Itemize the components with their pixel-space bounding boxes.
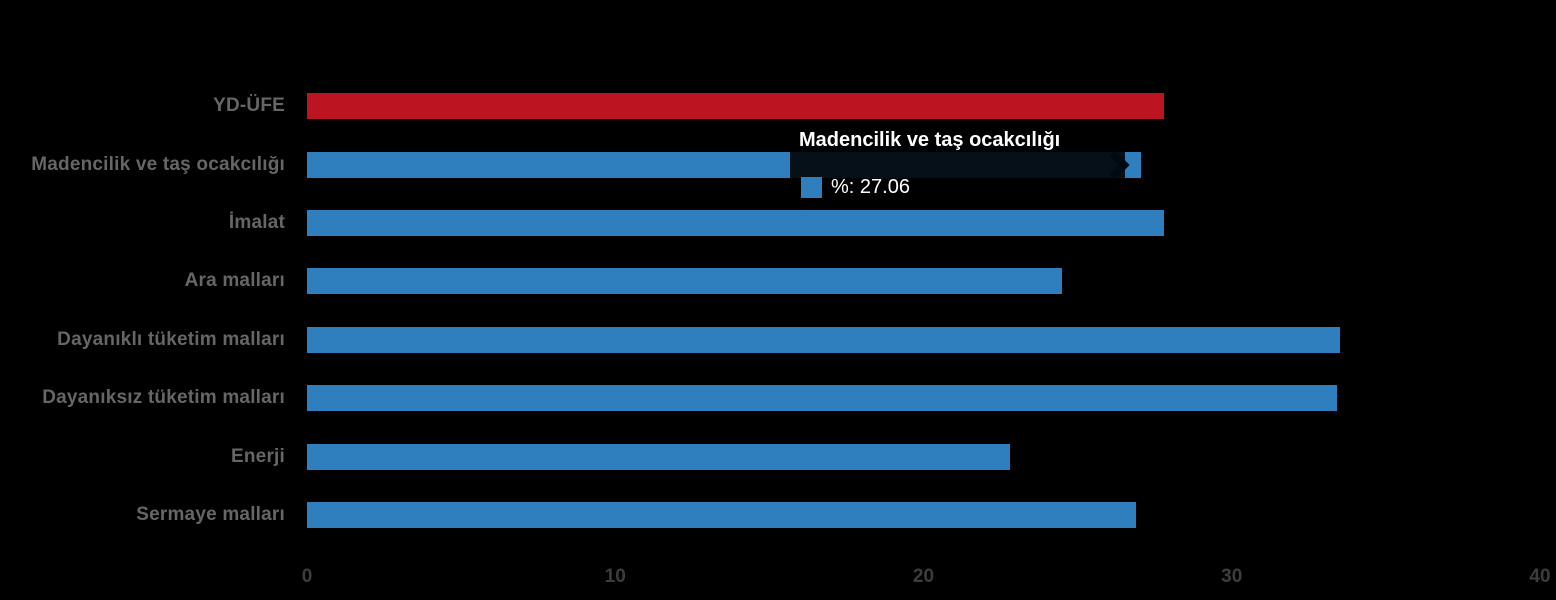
chart-row: Sermaye malları xyxy=(0,486,1540,544)
category-label: Enerji xyxy=(231,445,285,467)
category-label: Madencilik ve taş ocakcılığı xyxy=(31,153,285,175)
chart-row: Dayanıklı tüketim malları xyxy=(0,311,1540,369)
category-label: YD-ÜFE xyxy=(213,95,285,117)
x-tick-label: 0 xyxy=(301,566,313,587)
chart-row: YD-ÜFE xyxy=(0,77,1540,135)
bar-rows: YD-ÜFE Madencilik ve taş ocakcılığı İmal… xyxy=(0,77,1540,544)
bar-4[interactable] xyxy=(307,326,1340,353)
bar-7[interactable] xyxy=(307,501,1137,528)
bar-3[interactable] xyxy=(307,268,1063,295)
tooltip-value-row: %: 27.06 xyxy=(801,176,910,199)
bar-track xyxy=(307,385,1540,412)
tooltip: Madencilik ve taş ocakcılığı %: 27.06 xyxy=(790,128,1125,204)
category-label: Dayanıksız tüketim malları xyxy=(42,387,285,409)
bar-track xyxy=(307,268,1540,295)
chart-row: İmalat xyxy=(0,194,1540,252)
tooltip-value: %: 27.06 xyxy=(831,176,910,198)
x-tick-label: 40 xyxy=(1529,566,1551,587)
chart-row: Madencilik ve taş ocakcılığı xyxy=(0,135,1540,193)
bar-track xyxy=(307,326,1540,353)
series-swatch-icon xyxy=(801,177,822,198)
category-label: Sermaye malları xyxy=(136,503,285,525)
bar-track xyxy=(307,443,1540,470)
x-tick-label: 20 xyxy=(912,566,935,587)
bar-5[interactable] xyxy=(307,385,1337,412)
chart-row: Dayanıksız tüketim malları xyxy=(0,369,1540,427)
x-tick-label: 10 xyxy=(604,566,626,587)
x-tick-label: 30 xyxy=(1221,566,1243,587)
chart-row: Ara malları xyxy=(0,252,1540,310)
bar-2[interactable] xyxy=(307,209,1164,236)
bar-track xyxy=(307,209,1540,236)
bar-tip-chevron-icon xyxy=(1109,151,1130,179)
bar-0[interactable] xyxy=(307,93,1164,120)
x-axis: 0 10 20 30 40 xyxy=(302,566,1551,594)
category-label: Dayanıklı tüketim malları xyxy=(57,328,285,350)
bar-track xyxy=(307,93,1540,120)
chart-row: Enerji xyxy=(0,427,1540,485)
bar-6[interactable] xyxy=(307,443,1010,470)
bar-track xyxy=(307,501,1540,528)
category-label: İmalat xyxy=(228,211,285,233)
tooltip-title: Madencilik ve taş ocakcılığı xyxy=(799,129,1061,151)
category-label: Ara malları xyxy=(184,270,285,292)
